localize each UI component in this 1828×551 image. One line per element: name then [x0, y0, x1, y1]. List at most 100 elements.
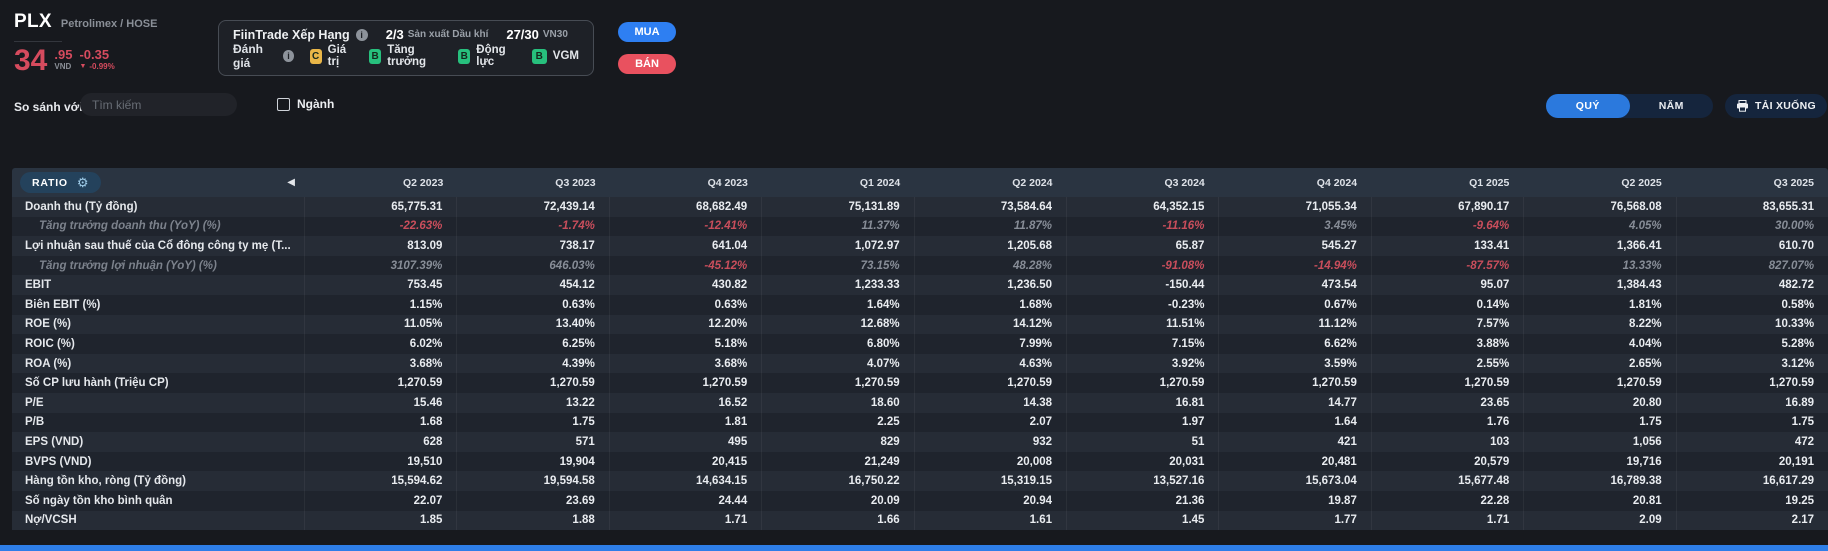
rating-card: FiinTrade Xếp Hạng i 2/3 Sản xuất Dầu kh…	[218, 20, 594, 76]
rating-badges: C Giá trị B Tăng trưởng B Động lực B VGM	[309, 44, 579, 68]
table-row: P/B 1.68 1.75 1.81 2.25 2.07 1.97 1.64 1.76 1.75 1…	[12, 412, 1828, 433]
gear-icon[interactable]: ⚙	[76, 175, 89, 190]
cell-value: 20,481	[1218, 451, 1370, 472]
cell-value: 67,890.17	[1370, 197, 1523, 217]
cell-value: 495	[608, 432, 761, 452]
cell-value: 6.02%	[409, 337, 443, 350]
rating-title: FiinTrade Xếp Hạng	[233, 27, 350, 42]
cell-value: 20,008	[913, 451, 1066, 472]
cell-value: 22.28	[1370, 490, 1523, 511]
table-row: BVPS (VND) 19,510 19,904 20,415 21,249 20,008…	[12, 451, 1828, 472]
ratio-selector[interactable]: RATIO ⚙	[20, 172, 101, 193]
cell-value: 73.15%	[761, 255, 913, 276]
collapse-columns-icon[interactable]: ◀	[287, 177, 295, 188]
cell-value: 14.77	[1218, 392, 1370, 413]
row-label: Lợi nhuận sau thuế của Cổ đông công ty m…	[12, 236, 305, 256]
table-row: ROIC (%) 6.02% 6.25% 5.18% 6.80% 7.99% 7.15% 6.…	[12, 334, 1828, 354]
cell-value: 133.41	[1370, 236, 1523, 256]
search-input[interactable]	[92, 97, 247, 112]
cell-value: 1.71	[1370, 510, 1523, 531]
cell-value: 73,584.64	[913, 197, 1066, 217]
cell-value: 64,352.15	[1066, 197, 1218, 217]
buy-button[interactable]: MUA	[618, 22, 676, 42]
cell-value: 3.12%	[1675, 353, 1828, 374]
grade-label: Giá trị	[327, 44, 347, 68]
cell-value: 1.75	[1675, 412, 1828, 433]
divider	[14, 41, 62, 42]
column-header: Q3 2023	[555, 176, 596, 189]
column-header: Q2 2024	[1012, 176, 1053, 189]
rating-badge: B Tăng trưởng	[369, 44, 443, 68]
row-label: Số ngày tồn kho bình quân	[12, 490, 305, 511]
row-label: Nợ/VCSH	[12, 510, 305, 531]
cell-value: 22.07	[413, 494, 443, 507]
printer-icon	[1736, 100, 1748, 112]
cell-value: 1.97	[1066, 412, 1218, 433]
cell-value: 1,270.59	[1370, 373, 1523, 393]
cell-value: 4.04%	[1523, 334, 1675, 354]
cell-value: -12.41%	[608, 216, 761, 237]
price-decimal: .95	[54, 47, 73, 62]
info-icon[interactable]: i	[355, 28, 368, 41]
grade-letter: B	[531, 48, 547, 64]
industry-checkbox[interactable]	[277, 97, 290, 111]
tab-quarter[interactable]: QUÝ	[1546, 94, 1630, 118]
cell-value: 1,384.43	[1523, 275, 1675, 295]
grade-letter: B	[458, 48, 471, 64]
cell-value: 1.64%	[761, 294, 913, 315]
cell-value: 1.75	[1523, 412, 1675, 433]
column-header: Q2 2023	[403, 176, 444, 189]
row-label: P/B	[12, 412, 305, 433]
cell-value: 8.22%	[1523, 314, 1675, 335]
cell-value: 3.45%	[1218, 216, 1370, 237]
cell-value: 20.81	[1523, 490, 1675, 511]
cell-value: 15,673.04	[1218, 471, 1370, 491]
cell-value: 3.92%	[1066, 353, 1218, 374]
vn30-rank-label: VN30	[542, 29, 568, 40]
cell-value: 1.75	[456, 412, 608, 433]
price-block: 34 .95 VND -0.35 ▼ -0.99%	[14, 46, 115, 76]
cell-value: 48.28%	[913, 255, 1066, 276]
cell-value: 11.87%	[913, 216, 1066, 237]
cell-value: 1.64	[1218, 412, 1370, 433]
cell-value: -14.94%	[1218, 255, 1370, 276]
cell-value: 21.36	[1066, 490, 1218, 511]
rating-badge: B Động lực	[458, 44, 517, 68]
cell-value: 14.38	[913, 392, 1066, 413]
ticker-subtitle: Petrolimex / HOSE	[60, 18, 158, 30]
table-row: Số ngày tồn kho bình quân 22.07 23.69 24.44…	[12, 490, 1828, 511]
cell-value: 3.68%	[608, 353, 761, 374]
ticker-symbol: PLX	[14, 11, 52, 32]
cell-value: 0.14%	[1370, 294, 1523, 315]
cell-value: 16.52	[608, 392, 761, 413]
down-triangle-icon: ▼	[79, 63, 87, 70]
cell-value: 1,270.59	[397, 377, 443, 390]
cell-value: 7.99%	[913, 334, 1066, 354]
cell-value: 454.12	[456, 275, 608, 295]
industry-filter[interactable]: Ngành	[277, 97, 334, 111]
industry-rank-value: 2/3	[385, 27, 404, 42]
cell-value: 13.33%	[1523, 255, 1675, 276]
cell-value: 20.94	[913, 490, 1066, 511]
row-label: Tăng trưởng doanh thu (YoY) (%)	[12, 216, 305, 237]
price-change: -0.35	[79, 47, 110, 62]
row-label: ROIC (%)	[12, 334, 305, 354]
column-header: Q4 2023	[707, 176, 748, 189]
table-body: Doanh thu (Tỷ đồng) 65,775.31 72,439.14 68,…	[12, 197, 1828, 531]
tab-year[interactable]: NĂM	[1658, 100, 1684, 112]
download-button[interactable]: TẢI XUỐNG	[1725, 94, 1827, 118]
info-icon[interactable]: i	[283, 50, 294, 62]
cell-value: 16.89	[1675, 392, 1828, 413]
cell-value: 827.07%	[1675, 255, 1828, 276]
cell-value: 65,775.31	[391, 200, 443, 213]
industry-rank-label: Sản xuất Dầu khí	[407, 29, 489, 40]
table-row: P/E 15.46 13.22 16.52 18.60 14.38 16.81 14.77 23…	[12, 392, 1828, 413]
cell-value: 1.15%	[409, 298, 443, 311]
column-header: Q4 2024	[1316, 176, 1358, 189]
search-box[interactable]	[80, 93, 247, 116]
horizontal-scrollbar[interactable]	[0, 545, 1828, 551]
cell-value: 75,131.89	[761, 197, 913, 217]
sell-button[interactable]: BÁN	[618, 54, 676, 74]
cell-value: 18.60	[761, 392, 913, 413]
cell-value: 12.20%	[608, 314, 761, 335]
